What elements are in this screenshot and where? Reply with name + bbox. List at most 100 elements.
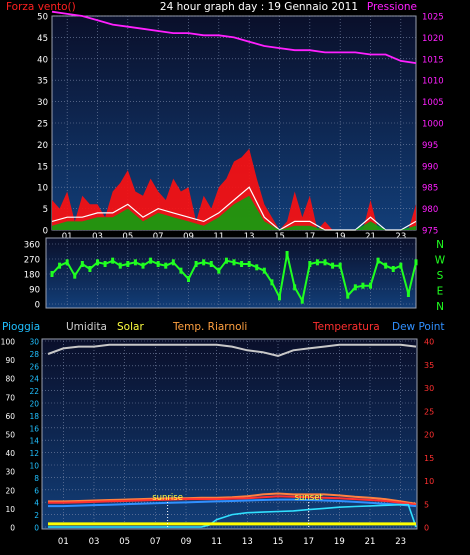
humidity-tick-label: 20 <box>5 486 15 495</box>
hour-tick-label: 05 <box>122 232 133 242</box>
hour-tick-label: 19 <box>335 232 346 242</box>
temperature-tick-label: 20 <box>424 431 434 440</box>
rain-tick-label: 10 <box>29 462 39 471</box>
compass-label: W <box>435 255 446 267</box>
wind-tick-label: 0 <box>43 227 48 237</box>
compass-label: E <box>437 286 444 298</box>
wind-tick-label: 30 <box>37 98 48 108</box>
pressure-tick-label: 995 <box>422 141 438 151</box>
rain-tick-label: 22 <box>29 387 39 396</box>
compass-label: N <box>436 301 444 313</box>
pressure-tick-label: 1010 <box>422 77 444 87</box>
humidity-line <box>47 343 417 357</box>
direction-tick-label: 360 <box>24 241 40 251</box>
legend-dew-point: Dew Point <box>392 321 445 333</box>
wind-tick-label: 5 <box>43 205 48 215</box>
climate-x-axis: 01 03 05 07 09 11 13 15 17 19 21 23 <box>58 537 406 547</box>
rain-tick-label: 30 <box>29 338 39 347</box>
pressure-tick-label: 985 <box>422 184 438 194</box>
legend-temperature: Temperatura <box>312 321 380 333</box>
pressure-tick-label: 1005 <box>422 98 444 108</box>
humidity-tick-label: 30 <box>5 468 15 477</box>
wind-tick-label: 20 <box>37 141 48 151</box>
humidity-tick-label: 60 <box>5 412 15 421</box>
hour-tick-label: 19 <box>334 537 345 547</box>
wind-speed-area <box>52 148 416 230</box>
hour-tick-label: 15 <box>274 232 285 242</box>
wind-left-axis: 0 5 10 15 20 25 30 35 40 45 50 <box>37 13 48 237</box>
direction-line <box>51 253 417 304</box>
humidity-tick-label: 90 <box>5 356 15 365</box>
sun-annotation-label: sunrise <box>152 493 183 503</box>
rain-tick-label: 14 <box>29 437 39 446</box>
legend-humidity: Umidita <box>66 321 107 333</box>
rain-tick-label: 8 <box>34 474 39 483</box>
climate-grid <box>42 340 416 528</box>
wind-tick-label: 35 <box>37 77 48 87</box>
hour-tick-label: 17 <box>304 232 315 242</box>
hour-tick-label: 07 <box>153 232 164 242</box>
rain-tick-label: 6 <box>34 486 39 495</box>
temperature-line <box>48 495 417 506</box>
hour-tick-label: 15 <box>273 537 284 547</box>
pressure-tick-label: 1020 <box>422 34 444 44</box>
temp-roof-line <box>48 492 417 505</box>
pressure-tick-label: 980 <box>422 205 438 215</box>
legend: Pioggia Umidita Solar Temp. Riarnoli Tem… <box>2 321 445 333</box>
hour-tick-label: 01 <box>62 232 73 242</box>
pressure-tick-label: 1000 <box>422 120 444 130</box>
wind-tick-label: 45 <box>37 34 48 44</box>
wind-axis-label: Forza vento() <box>6 1 76 13</box>
humidity-axis: 0 10 20 30 40 50 60 70 80 90 100 <box>1 338 16 533</box>
wind-tick-label: 15 <box>37 162 48 172</box>
chart-title: 24 hour graph day : 19 Gennaio 2011 <box>160 1 358 13</box>
hour-tick-label: 05 <box>119 537 130 547</box>
dew-point-line <box>48 498 417 508</box>
rain-tick-label: 24 <box>29 375 39 384</box>
pressure-right-axis: 975 980 985 990 995 1000 1005 1010 1015 1020 1025 <box>422 13 444 237</box>
pressure-tick-label: 975 <box>422 227 438 237</box>
temperature-tick-label: 30 <box>424 384 434 393</box>
hour-tick-label: 13 <box>244 232 255 242</box>
hour-tick-label: 17 <box>303 537 314 547</box>
temperature-tick-label: 40 <box>424 338 434 347</box>
direction-tick-label: 0 <box>35 301 40 311</box>
hour-tick-label: 23 <box>395 537 406 547</box>
rain-tick-label: 12 <box>29 449 39 458</box>
pressure-tick-label: 1015 <box>422 55 444 65</box>
rain-tick-label: 2 <box>34 511 39 520</box>
compass-label: N <box>436 239 444 251</box>
humidity-tick-label: 50 <box>5 431 15 440</box>
temperature-tick-label: 5 <box>424 500 429 509</box>
hour-tick-label: 11 <box>211 537 222 547</box>
rain-tick-label: 20 <box>29 400 39 409</box>
direction-tick-label: 180 <box>24 271 40 281</box>
hour-tick-label: 21 <box>365 537 376 547</box>
temperature-axis: 0 5 10 15 20 25 30 35 40 <box>424 338 434 533</box>
direction-series <box>50 251 418 304</box>
humidity-tick-label: 100 <box>1 338 16 347</box>
rain-tick-label: 28 <box>29 350 39 359</box>
wind-pressure-panel: 01 03 05 07 09 11 13 15 17 19 21 23 051015202530354… <box>37 10 444 242</box>
direction-tick-label: 270 <box>24 256 40 266</box>
hour-tick-label: 03 <box>89 537 100 547</box>
wind-x-axis: 01 03 05 07 09 11 13 15 17 19 21 23 <box>62 232 406 242</box>
rain-tick-label: 26 <box>29 362 39 371</box>
rain-tick-label: 4 <box>34 499 39 508</box>
humidity-tick-label: 10 <box>5 505 15 514</box>
hour-tick-label: 13 <box>242 537 253 547</box>
hour-tick-label: 09 <box>181 537 192 547</box>
wind-tick-label: 25 <box>37 120 48 130</box>
pressure-tick-label: 990 <box>422 162 438 172</box>
temperature-tick-label: 0 <box>424 524 429 533</box>
direction-left-axis: 0 90 180 270 360 <box>24 241 40 311</box>
wind-tick-label: 10 <box>37 184 48 194</box>
direction-tick-label: 90 <box>29 286 40 296</box>
avg-wind-area <box>52 195 416 230</box>
pressure-tick-label: 1025 <box>422 13 444 23</box>
rain-tick-label: 18 <box>29 412 39 421</box>
